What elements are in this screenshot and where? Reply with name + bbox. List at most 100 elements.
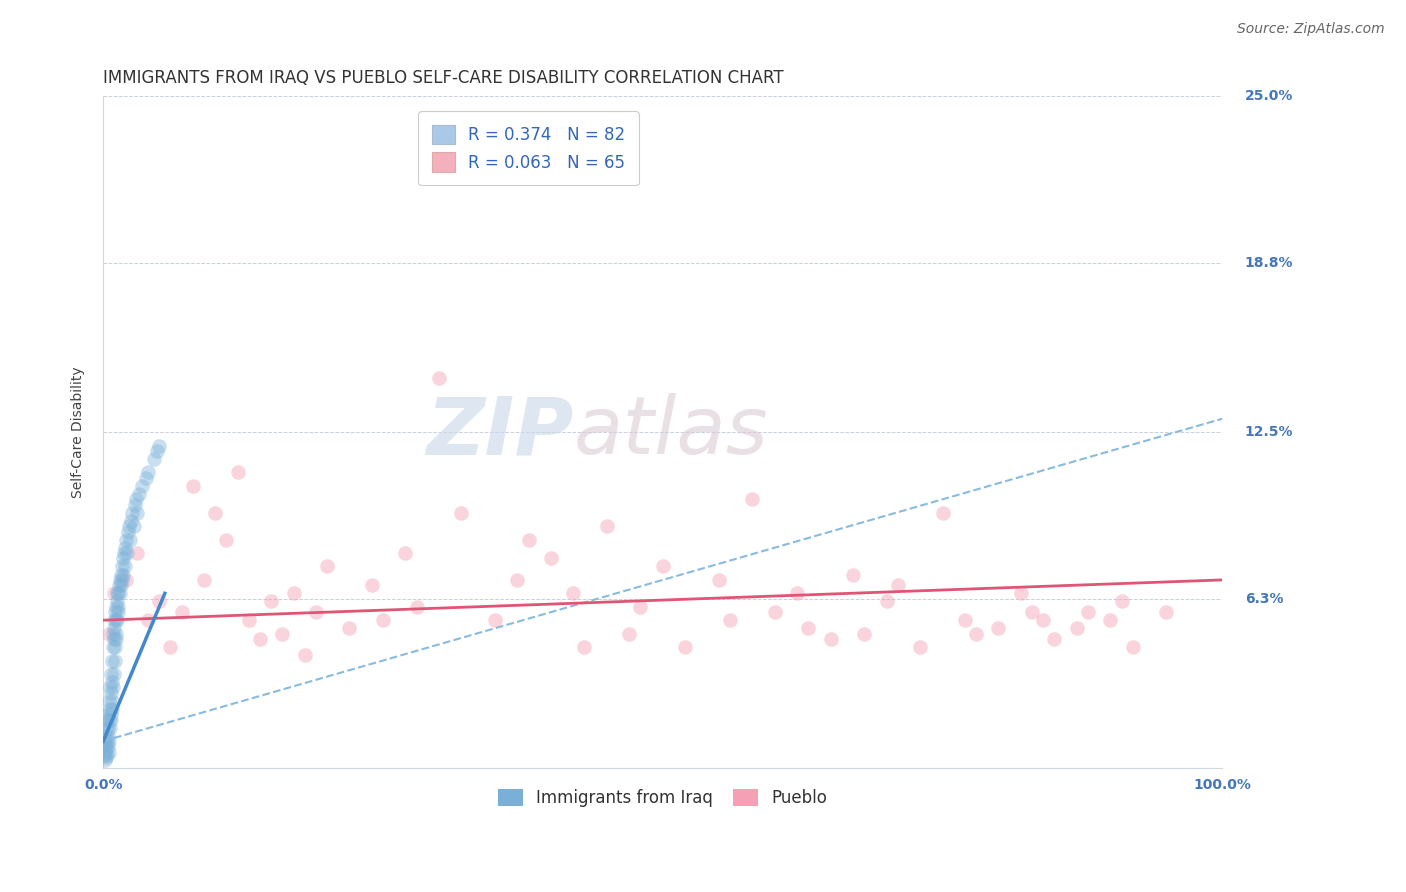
Point [107, 599, 129, 614]
Point [181, 479, 204, 493]
Point [94, 729, 117, 743]
Point [98, 721, 121, 735]
Point [260, 594, 283, 608]
Point [887, 578, 910, 592]
Point [371, 613, 394, 627]
Point [101, 640, 124, 654]
Point [651, 559, 673, 574]
Point [104, 605, 127, 619]
Point [360, 578, 382, 592]
Point [97, 729, 120, 743]
Point [112, 567, 135, 582]
Point [249, 632, 271, 646]
Point [283, 586, 305, 600]
Point [193, 573, 215, 587]
Point [1010, 586, 1032, 600]
Text: 12.5%: 12.5% [1244, 425, 1294, 439]
Point [125, 506, 148, 520]
Point [96, 739, 118, 754]
Point [450, 506, 472, 520]
Point [596, 519, 619, 533]
Point [628, 599, 651, 614]
Point [98, 713, 121, 727]
Point [1122, 640, 1144, 654]
Point [820, 632, 842, 646]
Point [94, 737, 117, 751]
Text: 25.0%: 25.0% [1244, 89, 1294, 103]
Point [125, 492, 148, 507]
Point [124, 498, 146, 512]
Point [619, 626, 641, 640]
Point [1099, 613, 1122, 627]
Point [294, 648, 316, 662]
Point [122, 519, 145, 533]
Point [114, 573, 136, 587]
Point [108, 586, 131, 600]
Point [97, 694, 120, 708]
Point [238, 613, 260, 627]
Point [965, 626, 987, 640]
Point [673, 640, 696, 654]
Point [110, 578, 132, 592]
Point [96, 713, 118, 727]
Point [876, 594, 898, 608]
Point [1066, 621, 1088, 635]
Point [121, 506, 143, 520]
Point [114, 541, 136, 555]
Point [100, 707, 122, 722]
Point [707, 573, 730, 587]
Point [105, 613, 128, 627]
Point [1077, 605, 1099, 619]
Point [96, 747, 118, 762]
Point [104, 626, 127, 640]
Y-axis label: Self-Care Disability: Self-Care Disability [72, 367, 86, 498]
Point [101, 675, 124, 690]
Point [148, 594, 170, 608]
Point [797, 621, 820, 635]
Point [204, 506, 226, 520]
Point [103, 667, 125, 681]
Point [118, 519, 141, 533]
Text: Source: ZipAtlas.com: Source: ZipAtlas.com [1237, 22, 1385, 37]
Point [97, 626, 120, 640]
Point [108, 578, 131, 592]
Point [105, 632, 128, 646]
Text: IMMIGRANTS FROM IRAQ VS PUEBLO SELF-CARE DISABILITY CORRELATION CHART: IMMIGRANTS FROM IRAQ VS PUEBLO SELF-CARE… [103, 69, 785, 87]
Point [97, 745, 120, 759]
Point [103, 626, 125, 640]
Point [120, 514, 142, 528]
Point [100, 686, 122, 700]
Point [718, 613, 741, 627]
Point [159, 640, 181, 654]
Point [136, 613, 159, 627]
Point [108, 573, 131, 587]
Point [115, 546, 138, 560]
Point [103, 632, 125, 646]
Point [105, 613, 128, 627]
Point [94, 745, 117, 759]
Point [98, 702, 121, 716]
Point [101, 702, 124, 716]
Point [96, 734, 118, 748]
Point [93, 753, 115, 767]
Point [100, 667, 122, 681]
Point [97, 707, 120, 722]
Point [931, 506, 953, 520]
Point [226, 466, 249, 480]
Point [305, 605, 328, 619]
Point [562, 586, 585, 600]
Point [170, 605, 193, 619]
Point [96, 742, 118, 756]
Point [148, 439, 170, 453]
Point [405, 599, 427, 614]
Point [103, 586, 125, 600]
Point [94, 721, 117, 735]
Point [136, 466, 159, 480]
Point [128, 487, 150, 501]
Point [953, 613, 976, 627]
Point [98, 734, 121, 748]
Point [104, 653, 127, 667]
Point [853, 626, 876, 640]
Point [1032, 613, 1054, 627]
Point [125, 546, 148, 560]
